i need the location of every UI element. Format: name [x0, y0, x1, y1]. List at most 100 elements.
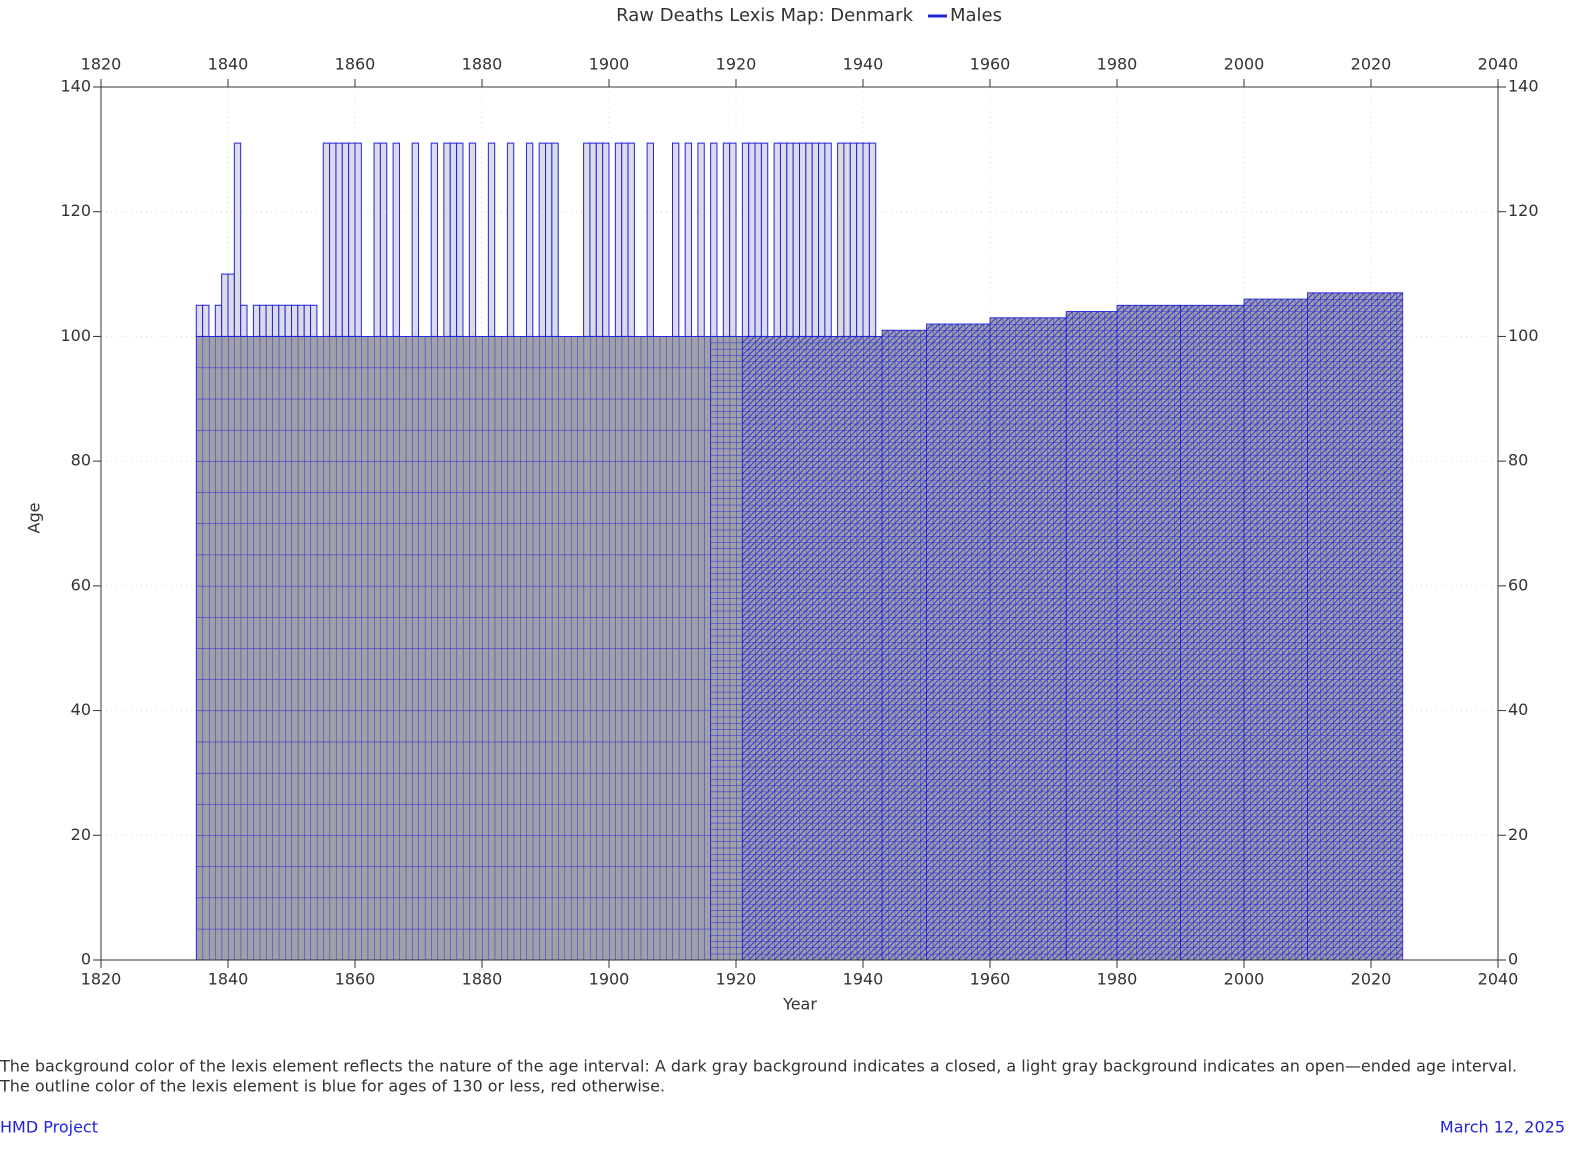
open-interval: [354, 142, 362, 337]
plot-frame: [100, 86, 1499, 961]
x-tick-label: 1940: [843, 970, 884, 989]
open-interval: [487, 142, 496, 337]
triangle-region: [1307, 292, 1404, 961]
open-interval: [265, 304, 273, 337]
chart-title: Raw Deaths Lexis Map: Denmark: [616, 5, 913, 26]
y-tick-label: 40: [71, 700, 91, 719]
x-tick-label: 1920: [716, 970, 757, 989]
open-interval: [646, 142, 654, 337]
x-tick-label: 1820: [81, 970, 122, 989]
legend-label: Males: [950, 5, 1002, 26]
open-interval: [538, 142, 547, 337]
x-axis-label: Year: [782, 995, 817, 1014]
open-interval: [297, 304, 305, 337]
open-interval: [252, 304, 261, 337]
note: The background color of the lexis elemen…: [0, 1057, 1517, 1076]
triangle-region: [926, 323, 991, 961]
open-interval: [341, 142, 350, 337]
x-tick-label: 1900: [589, 970, 630, 989]
triangle-region: [1180, 304, 1245, 961]
open-interval: [291, 304, 299, 337]
open-interval: [259, 304, 267, 337]
y-tick-label: 20: [1508, 825, 1528, 844]
open-interval: [811, 142, 820, 337]
open-interval: [868, 142, 877, 337]
open-interval: [329, 142, 337, 337]
open-interval: [824, 142, 832, 337]
y-axis-label: Age: [25, 503, 44, 534]
open-interval: [221, 273, 229, 337]
open-interval: [862, 142, 870, 337]
open-interval: [621, 142, 629, 337]
y-tick-label: 0: [1508, 950, 1518, 969]
open-interval: [729, 142, 737, 337]
open-interval: [278, 304, 286, 337]
open-interval: [284, 304, 292, 337]
open-interval: [551, 142, 559, 337]
x-tick-label: 1900: [589, 55, 630, 74]
y-tick-label: 60: [71, 575, 91, 594]
y-tick-label: 100: [60, 326, 91, 345]
y-tick-label: 20: [71, 825, 91, 844]
open-interval: [837, 142, 845, 337]
open-interval: [773, 142, 781, 337]
plot-area: [100, 86, 1499, 961]
open-interval: [271, 304, 280, 337]
open-interval: [792, 142, 801, 337]
closed-region: [710, 336, 743, 961]
open-interval: [443, 142, 451, 337]
open-interval: [348, 142, 356, 337]
open-interval: [525, 142, 534, 337]
x-tick-label: 2020: [1351, 55, 1392, 74]
open-interval: [722, 142, 731, 337]
y-tick-label: 40: [1508, 700, 1528, 719]
x-tick-label: 1980: [1097, 55, 1138, 74]
open-interval: [430, 142, 439, 337]
x-tick-label: 1840: [208, 970, 249, 989]
open-interval: [392, 142, 400, 337]
open-interval: [710, 142, 718, 337]
open-interval: [449, 142, 458, 337]
open-interval: [786, 142, 794, 337]
open-interval: [545, 142, 553, 337]
y-tick-label: 100: [1508, 326, 1539, 345]
open-interval: [672, 142, 680, 337]
x-tick-label: 2020: [1351, 970, 1392, 989]
footer-date: March 12, 2025: [1440, 1118, 1565, 1137]
open-interval: [843, 142, 851, 337]
open-interval: [373, 142, 381, 337]
x-tick-label: 1860: [335, 55, 376, 74]
x-tick-label: 2000: [1224, 970, 1265, 989]
open-interval: [805, 142, 813, 337]
triangle-region: [881, 329, 927, 961]
x-tick-label: 1940: [843, 55, 884, 74]
triangle-region: [741, 336, 883, 961]
open-interval: [195, 304, 204, 337]
open-interval: [468, 142, 477, 337]
triangle-region: [1243, 298, 1308, 961]
x-tick-label: 2000: [1224, 55, 1265, 74]
open-interval: [456, 142, 464, 337]
y-tick-label: 140: [60, 77, 91, 96]
open-interval: [322, 142, 331, 337]
open-interval: [627, 142, 635, 337]
open-interval: [741, 142, 750, 337]
open-interval: [303, 304, 312, 337]
open-interval: [335, 142, 343, 337]
open-interval: [202, 304, 210, 337]
x-tick-label: 1960: [970, 55, 1011, 74]
open-interval: [595, 142, 604, 337]
open-interval: [697, 142, 705, 337]
x-tick-label: 2040: [1478, 970, 1519, 989]
open-interval: [779, 142, 788, 337]
y-tick-label: 120: [60, 201, 91, 220]
triangle-region: [989, 317, 1067, 961]
open-interval: [818, 142, 826, 337]
footer-link[interactable]: HMD Project: [0, 1118, 98, 1137]
open-interval: [748, 142, 756, 337]
x-tick-label: 2040: [1478, 55, 1519, 74]
open-interval: [684, 142, 693, 337]
x-tick-label: 1960: [970, 970, 1011, 989]
open-interval: [849, 142, 858, 337]
